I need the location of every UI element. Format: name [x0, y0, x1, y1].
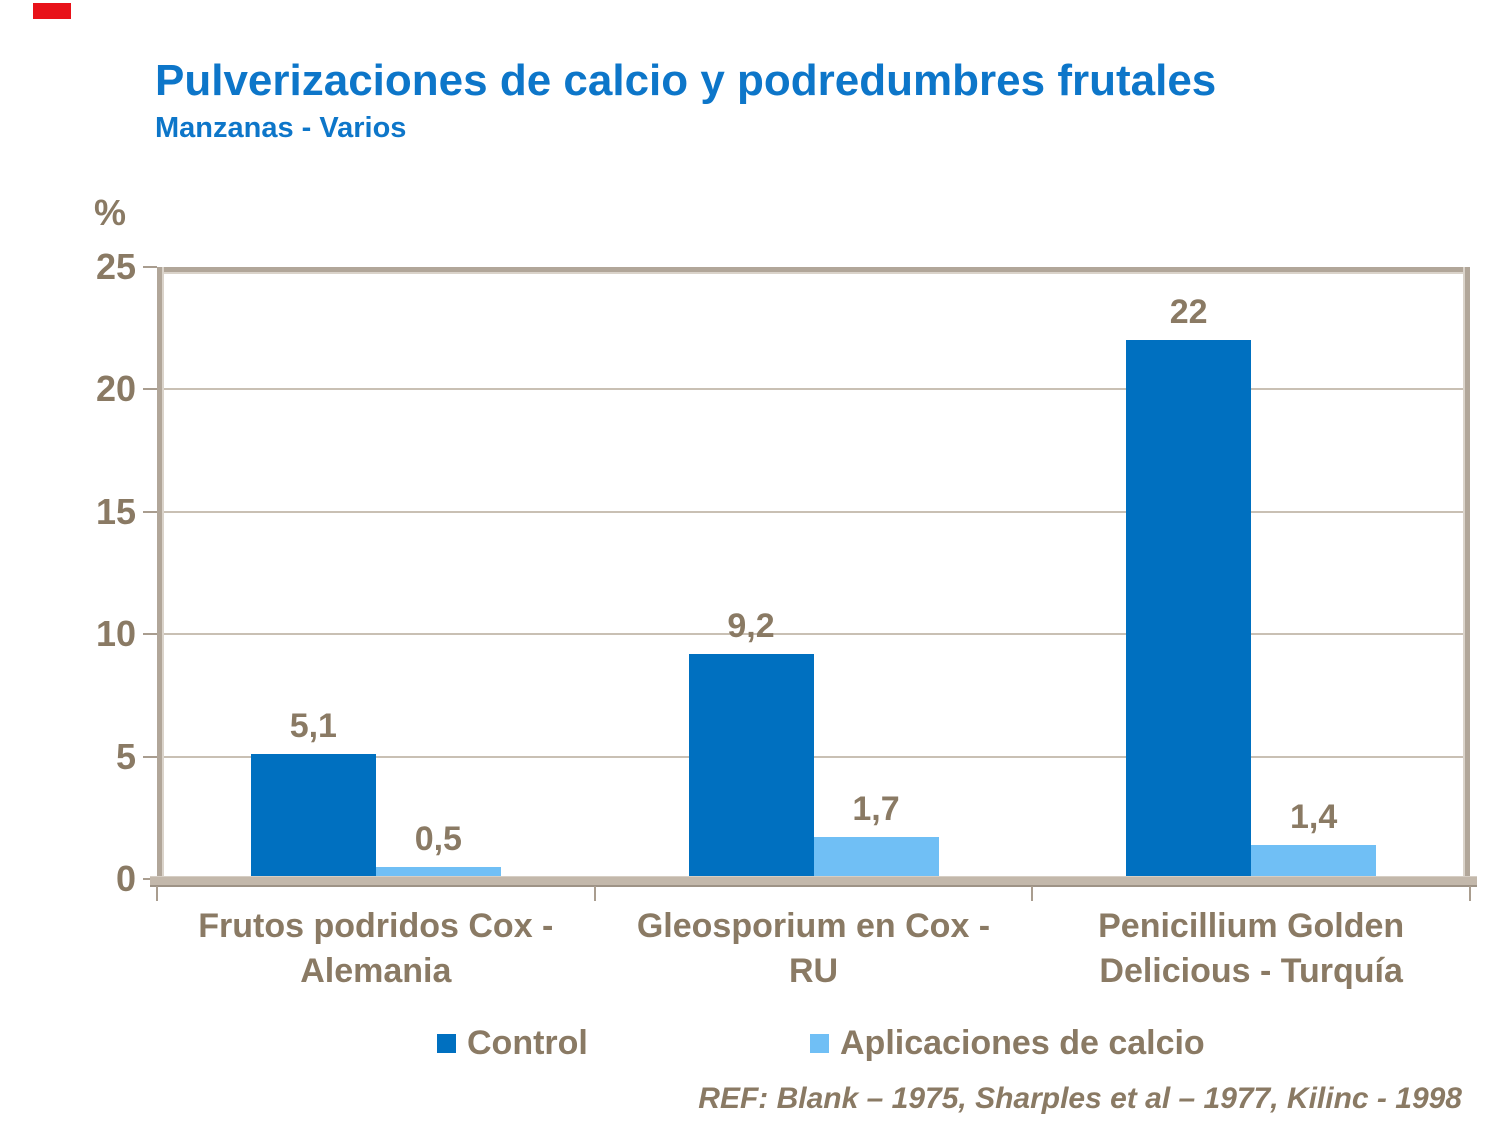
y-axis-unit-label: %: [93, 192, 126, 233]
y-tick-label: 20: [95, 368, 136, 410]
bar-calcium: [1251, 844, 1377, 879]
bar-value-label: 1,4: [1290, 797, 1338, 836]
bar-value-label: 1,7: [852, 790, 900, 829]
bar-value-label: 9,2: [727, 606, 775, 645]
y-tick-label: 25: [95, 246, 136, 287]
category-label: Frutos podridos Cox - Alemania: [198, 907, 554, 990]
plot-frame: [157, 267, 164, 879]
bar-value-label: 22: [1169, 293, 1208, 332]
bar-calcium: [813, 837, 939, 879]
legend-swatch-calcium: [810, 1033, 829, 1053]
gridline: [157, 755, 1470, 758]
red-marker: [33, 3, 71, 19]
legend-swatch-control: [437, 1033, 456, 1053]
y-tick-mark: [143, 633, 157, 636]
y-tick-label: 0: [115, 858, 136, 899]
chart-subtitle: Manzanas - Varios: [155, 112, 407, 144]
bar-calcium: [375, 866, 501, 879]
x-axis-baseline: [150, 876, 1477, 887]
y-tick-label: 15: [95, 490, 136, 532]
plot-frame: [1463, 267, 1470, 879]
bar-control: [1126, 340, 1252, 879]
plot-area: 5,1 9,2 22 0,5 1,7 1,4: [157, 267, 1470, 879]
y-tick-label: 10: [95, 613, 136, 655]
bar-value-label: 0,5: [414, 819, 462, 858]
y-tick-mark: [143, 266, 157, 268]
gridline: [157, 633, 1470, 636]
x-tick-mark: [1469, 886, 1471, 901]
y-tick-mark: [143, 510, 157, 513]
reference-footer: REF: Blank – 1975, Sharples et al – 1977…: [698, 1082, 1462, 1115]
x-tick-mark: [156, 886, 158, 901]
plot-frame: [157, 267, 1470, 274]
gridline: [157, 388, 1470, 391]
legend-item-calcium: Aplicaciones de calcio: [810, 1022, 1205, 1064]
bar-control: [688, 653, 814, 879]
legend-label-calcium: Aplicaciones de calcio: [840, 1023, 1205, 1062]
category-label: Penicillium Golden Delicious - Turquía: [1098, 907, 1405, 990]
y-tick-mark: [143, 755, 157, 758]
chart-title: Pulverizaciones de calcio y podredumbres…: [155, 56, 1217, 105]
category-label: Gleosporium en Cox - RU: [636, 907, 991, 990]
bar-control: [250, 754, 376, 879]
legend-item-control: Control: [437, 1022, 588, 1064]
x-tick-mark: [1031, 886, 1034, 901]
y-tick-mark: [143, 388, 157, 391]
gridline: [157, 510, 1470, 513]
legend-label-control: Control: [467, 1023, 588, 1062]
x-tick-mark: [593, 886, 596, 901]
y-tick-label: 5: [115, 735, 136, 777]
bar-value-label: 5,1: [289, 707, 337, 746]
